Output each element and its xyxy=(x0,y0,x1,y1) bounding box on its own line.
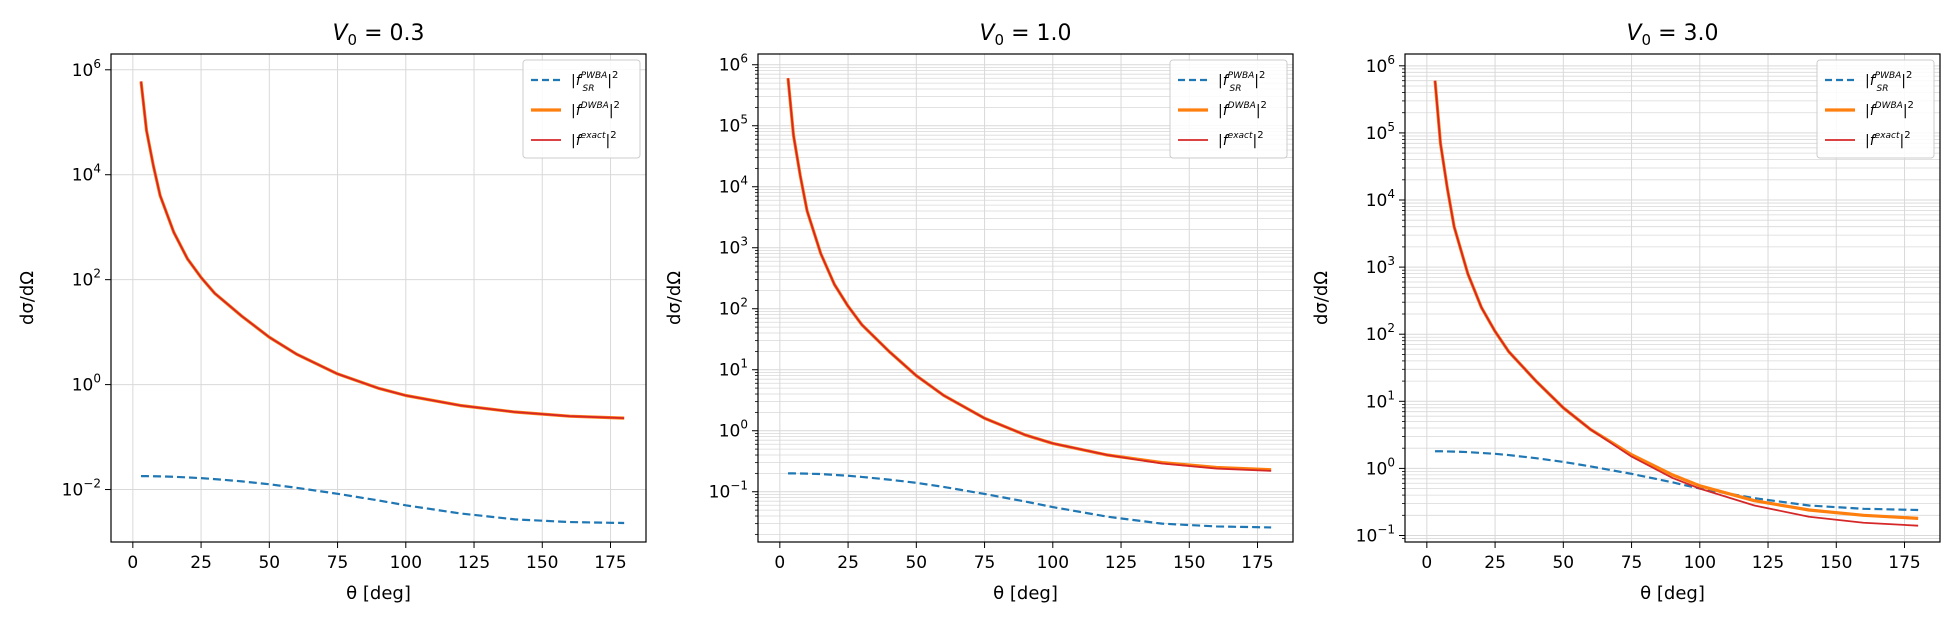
x-tick-label: 125 xyxy=(1105,553,1137,573)
x-tick-label: 75 xyxy=(327,553,349,573)
x-tick-label: 50 xyxy=(258,553,280,573)
legend-label-exact: |fexact|2 xyxy=(1865,130,1911,149)
x-tick-label: 75 xyxy=(974,553,996,573)
y-tick-label: 104 xyxy=(1366,187,1395,211)
x-tick-label: 25 xyxy=(190,553,212,573)
legend-label-dwba: |fDWBA|2 xyxy=(1218,100,1267,119)
x-tick-label: 0 xyxy=(1421,553,1432,573)
y-axis-label: dσ/dΩ xyxy=(1311,271,1332,325)
series-line-pwba xyxy=(141,475,625,525)
x-axis-label: θ [deg] xyxy=(346,583,411,604)
legend-label-exact: |fexact|2 xyxy=(1218,130,1264,149)
series-line-pwba xyxy=(1435,450,1919,512)
plot-frame xyxy=(757,53,1294,543)
y-tick-label: 10−1 xyxy=(709,479,748,503)
legend-label-dwba: |fDWBA|2 xyxy=(1865,100,1914,119)
y-tick-label: 101 xyxy=(719,357,748,381)
x-tick-label: 175 xyxy=(1888,553,1920,573)
legend-label-pwba: |fPWBA SR |2 xyxy=(1865,70,1912,94)
x-axis-label: θ [deg] xyxy=(1640,583,1705,604)
y-tick-label: 105 xyxy=(1366,120,1395,144)
x-tick-label: 150 xyxy=(1173,553,1205,573)
x-tick-label: 125 xyxy=(458,553,490,573)
y-tick-label: 10−2 xyxy=(62,477,101,501)
x-tick-label: 150 xyxy=(526,553,558,573)
x-tick-label: 125 xyxy=(1752,553,1784,573)
y-tick-label: 106 xyxy=(719,52,748,76)
x-tick-label: 175 xyxy=(1241,553,1273,573)
x-tick-label: 100 xyxy=(390,553,422,573)
y-tick-label: 105 xyxy=(719,113,748,137)
y-tick-label: 100 xyxy=(72,372,101,396)
y-tick-label: 103 xyxy=(1366,254,1395,278)
x-tick-label: 75 xyxy=(1621,553,1643,573)
legend: |fPWBA SR |2 |fDWBA|2 |fexact|2 xyxy=(522,59,641,159)
legend-label-pwba: |fPWBA SR |2 xyxy=(1218,70,1265,94)
x-tick-label: 25 xyxy=(837,553,859,573)
y-tick-label: 103 xyxy=(719,235,748,259)
series-line-exact xyxy=(1434,80,1919,527)
plot-frame xyxy=(1404,53,1941,543)
x-tick-label: 100 xyxy=(1684,553,1716,573)
y-tick-label: 100 xyxy=(1366,455,1395,479)
legend: |fPWBA SR |2 |fDWBA|2 |fexact|2 xyxy=(1169,59,1288,159)
x-tick-label: 0 xyxy=(127,553,138,573)
series-line-exact xyxy=(140,81,625,419)
legend: |fPWBA SR |2 |fDWBA|2 |fexact|2 xyxy=(1816,59,1935,159)
y-tick-label: 101 xyxy=(1366,388,1395,412)
plot-frame xyxy=(110,53,647,543)
legend-label-dwba: |fDWBA|2 xyxy=(571,100,620,119)
x-axis-label: θ [deg] xyxy=(993,583,1058,604)
y-tick-label: 102 xyxy=(1366,321,1395,345)
legend-label-pwba: |fPWBA SR |2 xyxy=(571,70,618,94)
series-line-pwba xyxy=(788,472,1272,529)
chart-title: V0 = 3.0 xyxy=(1626,21,1718,49)
y-tick-label: 106 xyxy=(72,57,101,81)
y-tick-label: 106 xyxy=(1366,53,1395,77)
y-tick-label: 102 xyxy=(72,267,101,291)
x-tick-label: 25 xyxy=(1484,553,1506,573)
y-tick-label: 104 xyxy=(72,162,101,186)
legend-label-exact: |fexact|2 xyxy=(571,130,617,149)
y-axis-label: dσ/dΩ xyxy=(664,271,685,325)
x-tick-label: 0 xyxy=(774,553,785,573)
subplot-3: 0 25 50 75 100 125 150 175 10−1 100 101 102 103 104 10… xyxy=(1311,21,1941,604)
series-line-exact xyxy=(787,78,1272,472)
x-tick-label: 50 xyxy=(905,553,927,573)
y-tick-label: 10−1 xyxy=(1356,522,1395,546)
y-tick-label: 104 xyxy=(719,174,748,198)
y-tick-label: 102 xyxy=(719,296,748,320)
y-axis-label: dσ/dΩ xyxy=(17,271,38,325)
x-tick-label: 175 xyxy=(594,553,626,573)
chart-title: V0 = 0.3 xyxy=(332,21,424,49)
y-tick-label: 100 xyxy=(719,418,748,442)
legend-box xyxy=(522,59,641,159)
x-tick-label: 150 xyxy=(1820,553,1852,573)
chart-title: V0 = 1.0 xyxy=(979,21,1071,49)
legend-box xyxy=(1816,59,1935,159)
x-tick-label: 50 xyxy=(1552,553,1574,573)
subplot-2: 0 25 50 75 100 125 150 175 10−1 100 101 102 103 104 10… xyxy=(664,21,1294,604)
legend-box xyxy=(1169,59,1288,159)
x-tick-label: 100 xyxy=(1037,553,1069,573)
subplot-1: 0 25 50 75 100 125 150 175 10−2 100 102 104 106 V0 = … xyxy=(17,21,647,604)
